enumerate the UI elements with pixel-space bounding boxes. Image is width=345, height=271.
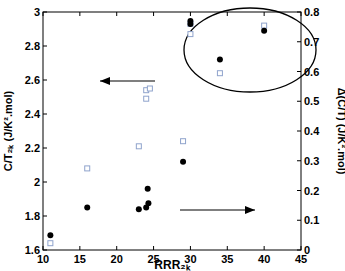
point <box>145 186 151 192</box>
y-tick <box>43 114 47 115</box>
y-tick-label: 2.8 <box>25 40 40 52</box>
point <box>261 28 267 34</box>
plot-marks <box>47 18 267 246</box>
y2-tick-label: 0 <box>304 244 310 256</box>
x-tick <box>43 246 44 250</box>
point <box>85 166 90 171</box>
y-tick <box>43 216 47 217</box>
y2-tick <box>297 190 301 191</box>
y2-tick-label: 0.4 <box>304 125 320 137</box>
y2-tick <box>297 220 301 221</box>
point <box>180 159 186 165</box>
x-tick <box>190 246 191 250</box>
y-tick-label: 2 <box>34 176 40 188</box>
x-tick <box>116 12 117 16</box>
arrow-left-head <box>100 77 110 85</box>
y2-tick <box>297 41 301 42</box>
point <box>136 144 141 149</box>
y2-tick-label: 0.2 <box>304 185 319 197</box>
y-tick <box>43 80 47 81</box>
y-tick <box>43 148 47 149</box>
point <box>217 57 223 63</box>
x-tick-label: 20 <box>111 253 123 265</box>
y-tick-label: 2.6 <box>25 74 40 86</box>
y-tick <box>43 182 47 183</box>
y-tick-label: 2.2 <box>25 142 40 154</box>
y-tick-label: 1.8 <box>25 210 40 222</box>
x-tick <box>116 246 117 250</box>
x-tick <box>153 246 154 250</box>
x-tick <box>79 12 80 16</box>
y2-tick-label: 0.5 <box>304 95 319 107</box>
point <box>262 23 267 28</box>
y-axis-title: C/T₂ₖ (J/K².mol) <box>2 90 14 171</box>
x-tick <box>301 246 302 250</box>
y2-tick <box>297 101 301 102</box>
y2-tick <box>297 160 301 161</box>
arrow-right <box>180 209 255 210</box>
y2-tick <box>297 250 301 251</box>
x-tick-label: 15 <box>74 253 86 265</box>
y2-tick <box>297 131 301 132</box>
x-tick <box>190 12 191 16</box>
x-tick-label: 40 <box>258 253 270 265</box>
y-tick-label: 3 <box>34 6 40 18</box>
point <box>48 241 53 246</box>
point <box>181 139 186 144</box>
point <box>188 32 193 37</box>
y2-tick-label: 0.1 <box>304 214 319 226</box>
point <box>47 232 53 238</box>
plot-frame <box>43 12 301 250</box>
x-tick-label: 35 <box>221 253 233 265</box>
y2-tick-label: 0.3 <box>304 155 319 167</box>
y2-axis-title: Δ(C/T) (J/K².mol) <box>336 88 345 175</box>
x-tick <box>264 246 265 250</box>
highlight-ellipse <box>184 8 316 92</box>
point <box>217 71 222 76</box>
arrow-right-head <box>245 206 255 214</box>
point <box>188 21 193 26</box>
y2-tick <box>297 71 301 72</box>
x-tick <box>79 246 80 250</box>
y2-tick <box>297 12 301 13</box>
y-tick-label: 2.4 <box>25 108 41 120</box>
point <box>145 200 151 206</box>
point <box>147 86 152 91</box>
x-tick <box>227 246 228 250</box>
x-tick <box>43 12 44 16</box>
x-tick <box>227 12 228 16</box>
x-tick <box>264 12 265 16</box>
chart: 10152025303540451.61.822.22.42.62.8300.1… <box>0 0 345 271</box>
point <box>187 21 193 27</box>
x-tick <box>301 12 302 16</box>
y2-tick-label: 0.7 <box>304 36 319 48</box>
y-tick <box>43 46 47 47</box>
y-tick-label: 1.6 <box>25 244 40 256</box>
x-axis-title: RRR₂ₖ <box>154 258 190 271</box>
point <box>136 206 142 212</box>
point <box>144 96 149 101</box>
point <box>84 204 90 210</box>
y2-tick-label: 0.8 <box>304 6 319 18</box>
y-tick <box>43 250 47 251</box>
x-tick <box>153 12 154 16</box>
y-tick <box>43 12 47 13</box>
